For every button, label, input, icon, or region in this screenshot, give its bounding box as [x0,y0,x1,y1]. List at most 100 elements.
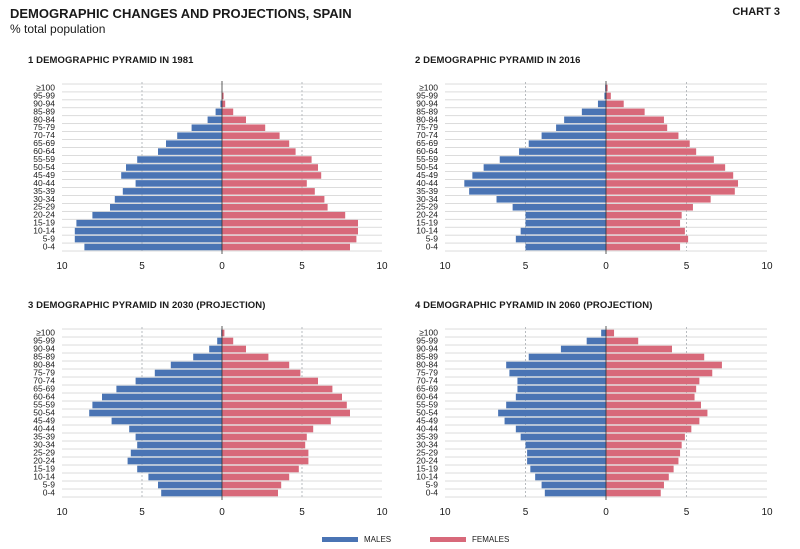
panel-3-category-label-14: 30-34 [33,440,55,450]
panel-3-bar-males-8 [102,393,222,401]
panel-2-bar-males-7 [528,140,606,147]
panel-2-bar-females-5 [606,124,668,132]
panel-2-category-label-11: 45-49 [416,170,438,180]
panel-1-bar-females-3 [222,108,234,116]
legend-females-label: FEMALES [472,535,510,544]
panel-4-bar-males-4 [506,361,606,369]
panel-1-bar-females-17 [222,219,358,227]
panel-2-x-tick-label-1: 5 [523,261,529,272]
panel-2-category-label-9: 55-59 [416,154,438,164]
panel-1-category-label-0: ≥100 [36,82,55,92]
panel-4-bar-females-3 [606,353,705,361]
panel-4-bar-females-11 [606,417,700,425]
panel-4-bar-females-15 [606,449,681,457]
panel-1-bar-females-7 [222,140,290,147]
panel-1-bar-females-1 [222,92,224,100]
panel-2-bar-males-12 [464,180,606,187]
panel-2-category-label-5: 75-79 [416,122,438,132]
panel-2-bar-females-4 [606,116,664,124]
panel-4-bar-males-18 [535,473,606,481]
panel-1-bar-males-11 [121,172,222,179]
panel-2-bar-males-18 [520,227,606,235]
panel-4-category-label-12: 40-44 [416,424,438,434]
panel-1-category-label-20: 0-4 [43,242,56,252]
panel-3-bar-females-12 [222,425,314,433]
panel-4-bar-males-16 [527,457,606,465]
panel-1-category-label-15: 25-29 [33,202,55,212]
panel-4-bar-males-0 [601,329,606,337]
panel-4-bar-females-7 [606,385,697,393]
panel-4-bar-males-13 [520,433,606,441]
panel-2-bar-females-16 [606,211,682,219]
panel-4-category-label-8: 60-64 [416,392,438,402]
panel-4-bar-males-19 [541,481,606,489]
panel-3-category-label-20: 0-4 [43,488,56,498]
panel-4-title: 4 DEMOGRAPHIC PYRAMID IN 2060 (PROJECTIO… [415,300,653,311]
panel-2-bar-females-18 [606,227,685,235]
panel-2-bar-females-12 [606,180,739,187]
panel-4-bar-males-20 [544,489,606,497]
panel-1-category-label-8: 60-64 [33,146,55,156]
panel-1-category-label-16: 20-24 [33,210,55,220]
panel-4-bar-males-6 [517,377,606,385]
panel-3-category-label-8: 60-64 [33,392,55,402]
panel-3-bar-females-2 [222,345,246,353]
panel-1-bar-males-5 [191,124,222,132]
panel-4-bar-males-15 [527,449,606,457]
panel-1-category-label-10: 50-54 [33,162,55,172]
panel-4-x-tick-label-3: 5 [684,507,690,518]
panel-3-bar-females-11 [222,417,331,425]
panel-2-category-label-6: 70-74 [416,130,438,140]
panel-3-bar-males-9 [92,401,223,409]
panel-3-bar-males-19 [158,481,222,489]
panel-2-x-tick-label-3: 5 [684,261,690,272]
panel-4-bar-females-4 [606,361,722,369]
panel-4-category-label-4: 80-84 [416,360,438,370]
panel-3-x-tick-label-1: 5 [139,507,145,518]
panel-1-x-tick-label-4: 10 [376,261,388,272]
panel-3-category-label-1: 95-99 [33,336,55,346]
panel-2-bar-males-8 [519,148,606,155]
panel-4-bar-females-9 [606,401,701,409]
panel-4-category-label-9: 55-59 [416,400,438,410]
panel-2-bar-females-11 [606,172,734,179]
panel-3-bar-males-3 [193,353,222,361]
panel-3-bar-males-20 [161,489,222,497]
panel-1-bar-males-8 [158,148,222,155]
panel-3-bar-females-1 [222,337,234,345]
panel-1-bar-females-4 [222,116,246,124]
panel-3-bar-females-6 [222,377,318,385]
panel-4-bar-males-5 [509,369,606,377]
panel-4-bar-females-0 [606,329,615,337]
panel-4-bar-females-8 [606,393,695,401]
panel-2-category-label-4: 80-84 [416,114,438,124]
panel-4-category-label-2: 90-94 [416,344,438,354]
panel-1-bar-females-5 [222,124,266,132]
panel-3-category-label-0: ≥100 [36,328,55,338]
panel-3-x-tick-label-3: 5 [299,507,305,518]
panel-1-bar-males-4 [207,116,222,124]
panel-3-x-tick-label-0: 10 [56,507,68,518]
legend-females: FEMALES [430,535,509,544]
panel-1-bar-males-12 [135,180,222,187]
panel-1-bar-males-20 [84,243,223,251]
panel-4-bar-males-9 [506,401,606,409]
panel-2-bar-females-8 [606,148,697,155]
panel-1-category-label-12: 40-44 [33,178,55,188]
panel-2-category-label-2: 90-94 [416,98,438,108]
panel-3-x-tick-label-4: 10 [376,507,388,518]
panel-4-category-label-7: 65-69 [416,384,438,394]
panel-2-bar-males-9 [499,156,606,163]
chart-subtitle: % total population [10,22,106,36]
panel-1-bar-females-16 [222,211,346,219]
panel-4-bar-females-6 [606,377,700,385]
panel-4-category-label-18: 10-14 [416,472,438,482]
panel-3-category-label-11: 45-49 [33,416,55,426]
panel-2-category-label-0: ≥100 [419,82,438,92]
panel-4-bar-females-17 [606,465,674,473]
panel-3-bar-females-18 [222,473,290,481]
panel-4-bar-males-8 [515,393,606,401]
panel-3-bar-females-20 [222,489,278,497]
panel-3-bar-females-17 [222,465,299,473]
panel-3-category-label-6: 70-74 [33,376,55,386]
